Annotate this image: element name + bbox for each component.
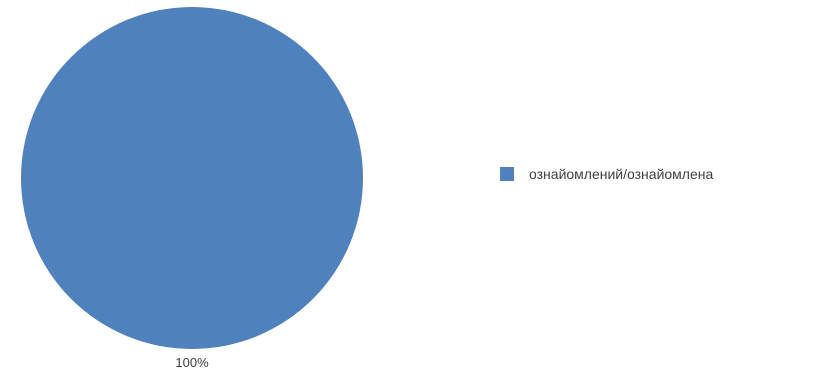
legend-swatch — [500, 167, 514, 181]
pie-slices — [21, 7, 363, 349]
pie-data-label: 100% — [175, 355, 209, 370]
legend-item: ознайомлений/ознайомлена — [500, 165, 713, 183]
pie-slice — [21, 7, 363, 349]
legend: ознайомлений/ознайомлена — [500, 165, 713, 183]
pie-data-labels: 100% — [175, 355, 209, 370]
legend-label: ознайомлений/ознайомлена — [529, 166, 714, 182]
